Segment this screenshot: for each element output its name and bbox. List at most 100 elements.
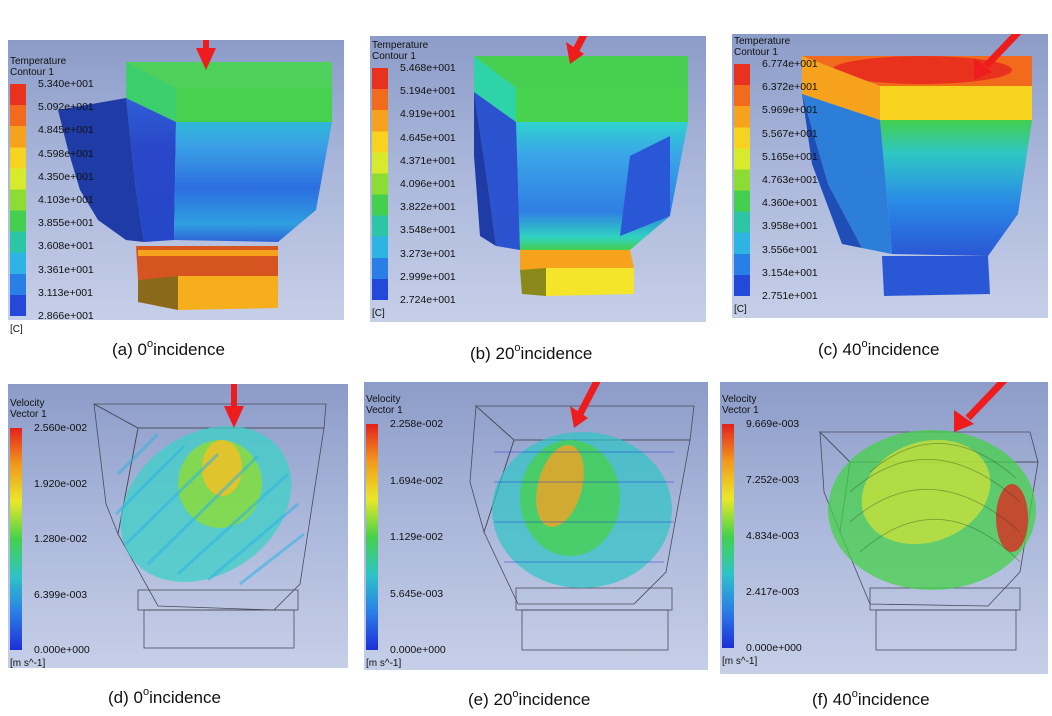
temperature-render-b xyxy=(474,56,688,296)
incidence-arrow-d xyxy=(224,384,244,428)
colorbar-a xyxy=(10,84,26,316)
legend-subtitle-c: Contour 1 xyxy=(734,47,778,58)
legend-tick-e: 1.129e-002 xyxy=(390,531,444,543)
legend-unit-e: [m s^-1] xyxy=(366,658,402,669)
legend-tick-f: 4.834e-003 xyxy=(746,530,800,542)
legend-subtitle-e: Vector 1 xyxy=(366,405,403,416)
legend-tick-b: 3.822e+001 xyxy=(400,201,456,214)
velocity-render-f xyxy=(819,430,1039,651)
legend-tick-d: 1.920e-002 xyxy=(34,477,88,490)
legend-unit-a: [C] xyxy=(10,324,23,335)
legend-tick-a: 3.608e+001 xyxy=(38,240,94,253)
panel-c-temperature-contour xyxy=(732,34,1048,318)
legend-tick-c: 3.958e+001 xyxy=(762,220,818,233)
caption-b: (b) 20oincidence xyxy=(470,342,593,363)
legend-tick-c: 3.556e+001 xyxy=(762,243,818,256)
legend-tick-a: 5.340e+001 xyxy=(38,78,94,90)
legend-tick-c: 4.763e+001 xyxy=(762,174,818,186)
legend-tick-a: 3.361e+001 xyxy=(38,263,94,276)
caption-f: (f) 40oincidence xyxy=(812,688,930,709)
legend-tick-c: 5.165e+001 xyxy=(762,150,818,163)
legend-unit-c: [C] xyxy=(734,304,747,315)
legend-tick-c: 2.751e+001 xyxy=(762,290,818,302)
legend-tick-b: 5.468e+001 xyxy=(400,62,456,74)
legend-tick-f: 7.252e-003 xyxy=(746,474,800,486)
temperature-render-a xyxy=(58,62,332,310)
legend-b: Temperature Contour 1 xyxy=(372,40,428,62)
legend-tick-d: 1.280e-002 xyxy=(34,533,88,545)
legend-tick-b: 3.273e+001 xyxy=(400,247,456,260)
legend-tick-a: 4.350e+001 xyxy=(38,170,94,183)
legend-tick-b: 4.371e+001 xyxy=(400,154,456,167)
incidence-arrow-c xyxy=(974,34,1022,80)
panel-f-velocity-vector xyxy=(720,382,1048,674)
legend-tick-b: 2.999e+001 xyxy=(400,270,456,283)
incidence-arrow-b xyxy=(566,36,588,64)
legend-tick-b: 4.919e+001 xyxy=(400,108,456,121)
legend-subtitle-f: Vector 1 xyxy=(722,405,759,416)
incidence-arrow-a xyxy=(196,40,216,70)
legend-tick-f: 9.669e-003 xyxy=(746,418,800,430)
legend-tick-e: 5.645e-003 xyxy=(390,587,444,600)
caption-c: (c) 40oincidence xyxy=(818,338,940,359)
legend-tick-e: 1.694e-002 xyxy=(390,474,444,487)
legend-title-c: Temperature xyxy=(734,36,791,47)
colorbar-b xyxy=(372,68,388,300)
legend-tick-a: 4.598e+001 xyxy=(38,147,94,160)
legend-tick-b: 2.724e+001 xyxy=(400,294,456,306)
legend-tick-a: 4.845e+001 xyxy=(38,124,94,137)
legend-c: Temperature Contour 1 xyxy=(734,36,790,58)
legend-f: Velocity Vector 1 xyxy=(722,394,759,416)
legend-tick-b: 4.645e+001 xyxy=(400,131,456,144)
legend-tick-c: 3.154e+001 xyxy=(762,266,818,279)
velocity-render-d xyxy=(93,403,327,649)
legend-tick-c: 4.360e+001 xyxy=(762,197,818,210)
legend-tick-e: 0.000e+000 xyxy=(390,644,446,656)
legend-tick-f: 2.417e-003 xyxy=(746,586,800,598)
colorbar-c xyxy=(734,64,750,296)
legend-unit-d: [m s^-1] xyxy=(10,658,46,669)
panel-b-temperature-contour xyxy=(370,36,706,322)
legend-tick-a: 5.092e+001 xyxy=(38,101,94,114)
legend-tick-d: 0.000e+000 xyxy=(34,644,90,656)
legend-tick-a: 3.113e+001 xyxy=(38,286,93,299)
caption-d: (d) 0oincidence xyxy=(108,686,221,707)
legend-tick-b: 3.548e+001 xyxy=(400,224,456,237)
panel-a-temperature-contour xyxy=(8,40,344,320)
legend-title-e: Velocity xyxy=(366,394,401,405)
legend-tick-c: 5.969e+001 xyxy=(762,104,818,117)
legend-tick-d: 6.399e-003 xyxy=(34,588,88,601)
caption-a: (a) 0oincidence xyxy=(112,338,225,359)
legend-tick-a: 4.103e+001 xyxy=(38,194,94,206)
legend-tick-c: 5.567e+001 xyxy=(762,127,818,140)
colorbar-d xyxy=(10,428,22,650)
legend-tick-c: 6.372e+001 xyxy=(762,81,818,94)
panel-e-velocity-vector xyxy=(364,382,708,670)
legend-title-f: Velocity xyxy=(722,394,757,405)
legend-subtitle-d: Vector 1 xyxy=(10,409,47,420)
legend-a: Temperature Contour 1 xyxy=(10,56,66,78)
legend-unit-f: [m s^-1] xyxy=(722,656,758,667)
legend-subtitle-b: Contour 1 xyxy=(372,51,416,62)
legend-title-b: Temperature xyxy=(372,40,429,51)
legend-tick-e: 2.258e-002 xyxy=(390,418,444,430)
legend-unit-b: [C] xyxy=(372,308,385,319)
legend-tick-d: 2.560e-002 xyxy=(34,422,88,434)
caption-e: (e) 20oincidence xyxy=(468,688,591,709)
legend-tick-a: 2.866e+001 xyxy=(38,310,94,322)
legend-e: Velocity Vector 1 xyxy=(366,394,403,416)
legend-tick-b: 5.194e+001 xyxy=(400,85,456,98)
incidence-arrow-e xyxy=(570,382,601,428)
incidence-arrow-f xyxy=(954,382,1008,432)
legend-tick-f: 0.000e+000 xyxy=(746,642,802,654)
legend-tick-b: 4.096e+001 xyxy=(400,178,456,190)
colorbar-f xyxy=(722,424,734,648)
velocity-render-e xyxy=(469,405,695,651)
panel-d-velocity-vector xyxy=(8,384,348,668)
colorbar-e xyxy=(366,424,378,650)
legend-title-d: Velocity xyxy=(10,398,45,409)
legend-title-a: Temperature xyxy=(10,56,67,67)
legend-d: Velocity Vector 1 xyxy=(10,398,47,420)
legend-tick-a: 3.855e+001 xyxy=(38,217,94,230)
